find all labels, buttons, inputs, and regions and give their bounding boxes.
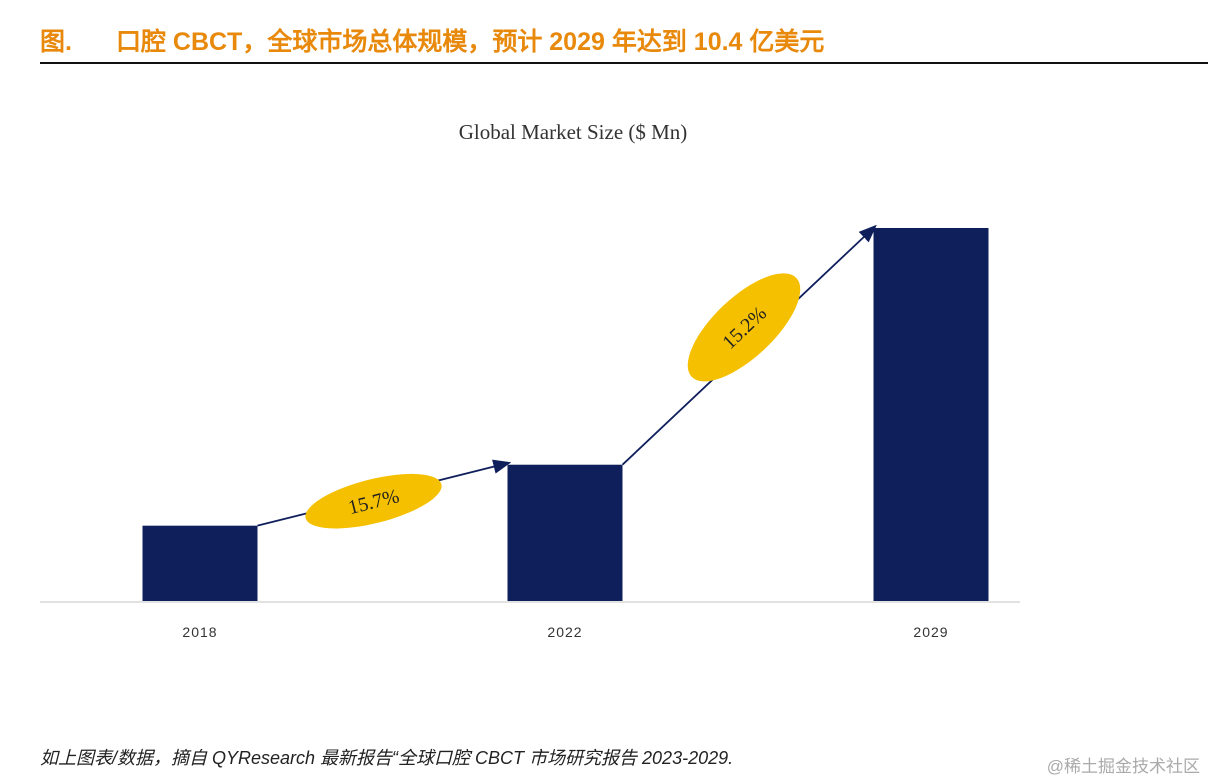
figure-title: 图. 口腔 CBCT，全球市场总体规模，预计 2029 年达到 10.4 亿美元 [40, 22, 824, 58]
chart-title: Global Market Size ($ Mn) [459, 120, 688, 144]
figure-title-text: 口腔 CBCT，全球市场总体规模，预计 2029 年达到 10.4 亿美元 [115, 28, 825, 56]
cagr-badge [687, 273, 801, 382]
bar-2029 [873, 228, 989, 601]
x-tick-label: 2022 [547, 624, 582, 640]
title-rule [40, 62, 1208, 64]
x-tick-label: 2018 [182, 624, 217, 640]
x-tick-label: 2029 [913, 624, 948, 640]
bar-2018 [142, 525, 258, 601]
watermark: @稀土掘金技术社区 [1046, 757, 1200, 776]
bar-2022 [507, 464, 623, 601]
figure-label: 图. [40, 28, 72, 56]
cagr-badge [305, 473, 442, 529]
source-note: 如上图表/数据，摘自 QYResearch 最新报告“全球口腔 CBCT 市场研… [40, 748, 734, 768]
